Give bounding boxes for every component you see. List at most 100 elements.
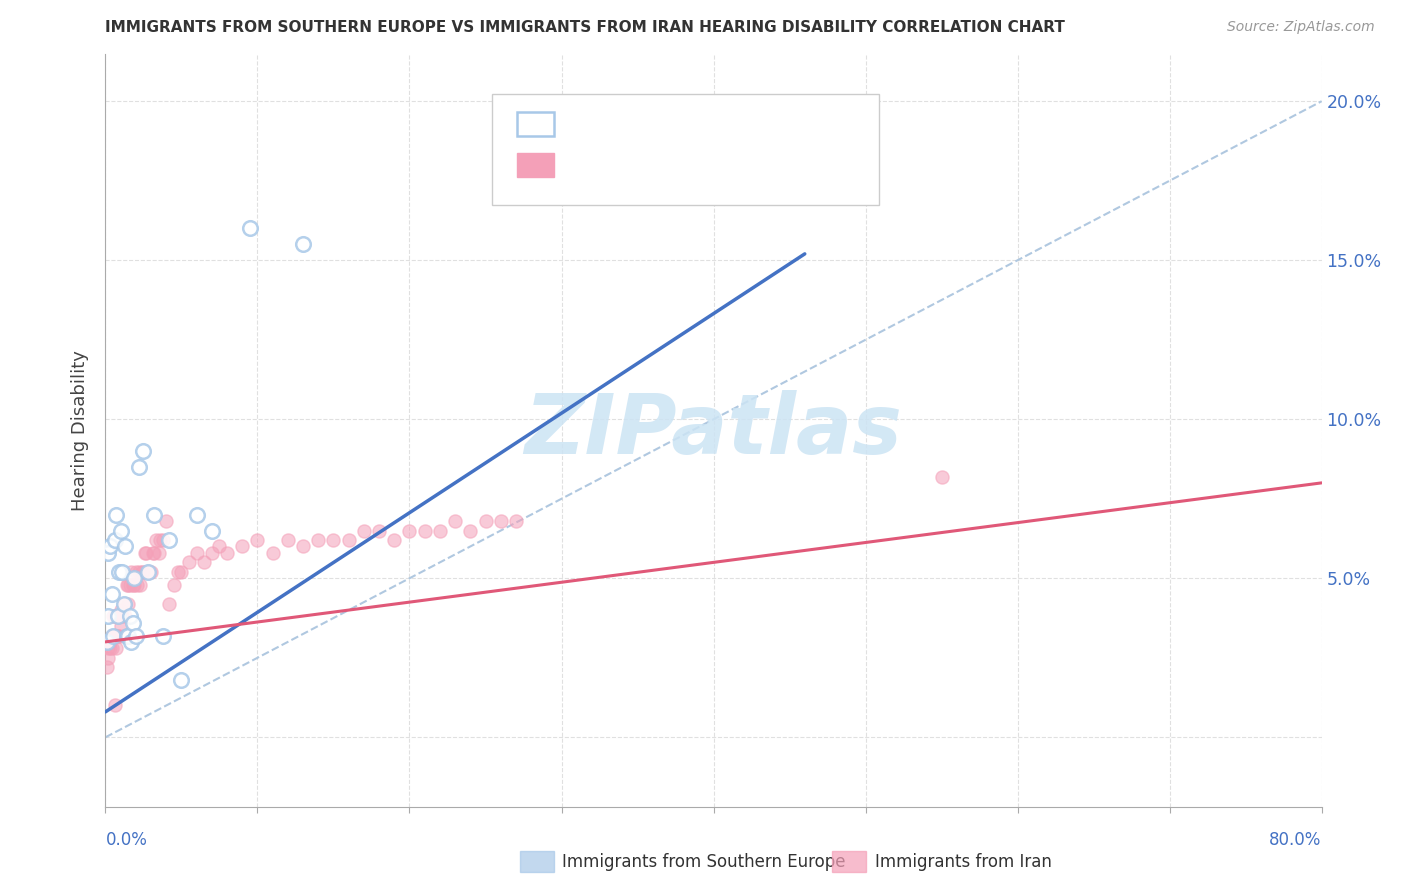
Point [931,469,953,483]
Point [117,577,139,591]
Point [193,555,215,569]
Point [115,628,138,642]
Point [353,524,375,538]
Point [231,540,253,554]
Point [121,615,143,630]
Point [129,577,152,591]
Point [101,628,124,642]
Point [101,628,124,642]
Point [124,571,146,585]
Point [292,237,315,252]
Point [239,221,262,235]
Point [96,635,118,649]
Point [134,546,156,560]
Point [97,641,120,656]
Point [118,609,141,624]
Text: 0.808: 0.808 [602,113,659,131]
Point [97,609,120,624]
Point [157,533,180,548]
Point [128,565,150,579]
Point [117,628,139,642]
Point [103,609,125,624]
Point [118,577,141,591]
Point [96,660,118,674]
Point [110,603,132,617]
Text: R =: R = [565,113,605,131]
Point [139,565,162,579]
Point [107,609,129,624]
Point [413,524,436,538]
Point [108,628,131,642]
Point [100,641,122,656]
Point [382,533,405,548]
Point [277,533,299,548]
Point [98,540,121,554]
Point [217,546,239,560]
Point [148,546,170,560]
Point [100,628,122,642]
Point [201,546,224,560]
Point [201,524,224,538]
Point [110,619,132,633]
Point [131,565,153,579]
Point [177,555,200,569]
Point [120,635,142,649]
Point [429,524,451,538]
Point [108,565,131,579]
Point [103,533,125,548]
Point [112,597,135,611]
Point [398,524,420,538]
Point [97,650,120,665]
Text: Immigrants from Southern Europe: Immigrants from Southern Europe [562,853,846,871]
Point [103,628,125,642]
Point [111,609,134,624]
Point [262,546,284,560]
Point [112,597,135,611]
Text: N =: N = [672,113,711,131]
Point [170,565,193,579]
Point [307,533,329,548]
Point [110,524,132,538]
Point [114,540,136,554]
Text: R =: R = [565,154,605,172]
Point [186,508,208,522]
Point [97,546,120,560]
Point [167,565,190,579]
Text: ZIPatlas: ZIPatlas [524,390,903,471]
Point [125,565,148,579]
Point [474,514,496,528]
Point [114,597,136,611]
Point [208,540,231,554]
Point [105,508,128,522]
Point [100,587,122,601]
Point [105,641,128,656]
Point [149,533,172,548]
Point [337,533,360,548]
Point [98,635,121,649]
Point [120,565,142,579]
Point [108,609,131,624]
Point [107,609,129,624]
Point [125,628,148,642]
Point [96,635,118,649]
Text: Source: ZipAtlas.com: Source: ZipAtlas.com [1227,20,1375,34]
Point [98,641,121,656]
Point [170,673,193,687]
Point [111,565,134,579]
Text: 0.503: 0.503 [602,154,658,172]
Point [115,577,138,591]
Point [489,514,512,528]
Point [132,565,155,579]
Point [458,524,481,538]
Point [136,565,159,579]
Point [127,577,149,591]
Point [505,514,527,528]
Point [152,533,174,548]
Text: 32: 32 [707,113,733,131]
Point [143,508,166,522]
Point [112,628,135,642]
Point [145,533,167,548]
Point [157,597,180,611]
Text: 0.0%: 0.0% [105,831,148,849]
Y-axis label: Hearing Disability: Hearing Disability [72,350,90,511]
